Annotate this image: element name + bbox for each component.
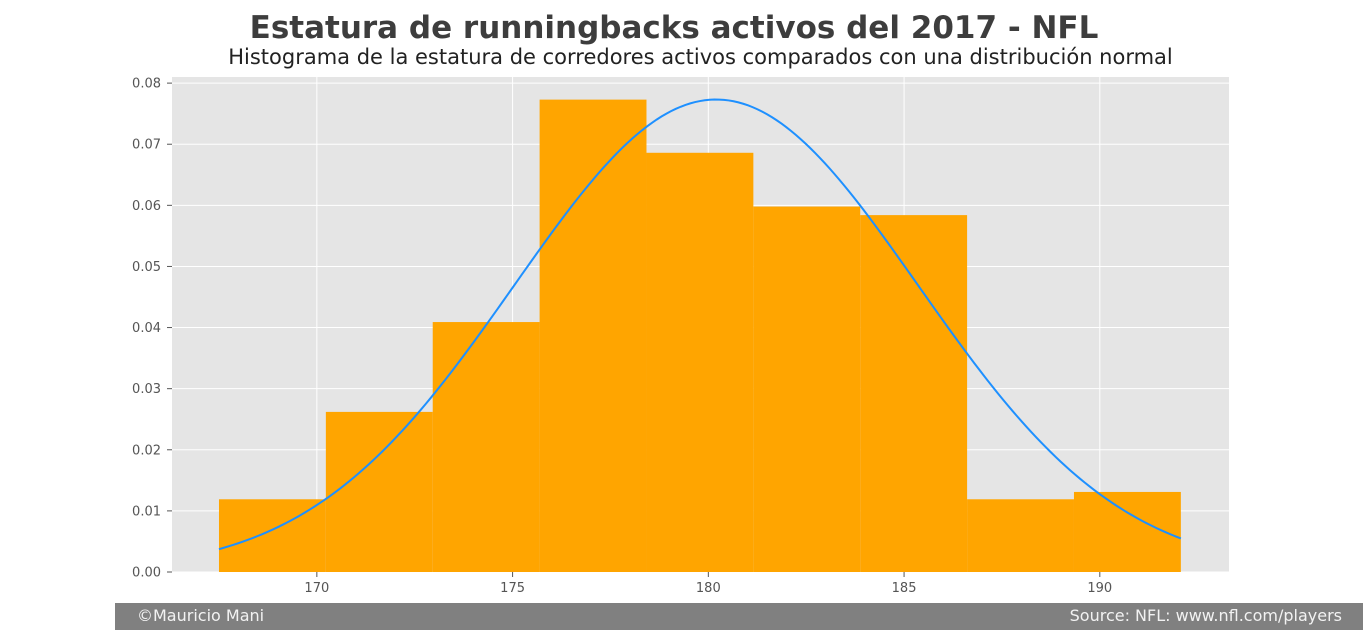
y-tick-label: 0.03 xyxy=(132,382,161,397)
x-tick-label: 175 xyxy=(500,581,525,596)
histogram-bar xyxy=(432,322,540,572)
y-tick-label: 0.05 xyxy=(132,260,161,275)
footer-source: Source: NFL: www.nfl.com/players xyxy=(1069,606,1342,625)
footer-bar: ©Mauricio Mani Source: NFL: www.nfl.com/… xyxy=(115,603,1363,630)
x-axis-ticks: 170 175 180 185 190 xyxy=(304,572,1112,596)
normal-curve-layer xyxy=(218,98,1182,551)
chart-title: Estatura de runningbacks activos del 201… xyxy=(249,10,1099,46)
histogram-bar xyxy=(539,99,647,572)
x-tick-label: 185 xyxy=(892,581,917,596)
histogram-chart: 170 175 180 185 190 0.00 0.01 0.02 0.03 0.04 0.05… xyxy=(132,77,1229,596)
histogram-bar xyxy=(967,499,1074,572)
histogram-bar xyxy=(325,411,433,572)
chart-subtitle: Histograma de la estatura de corredores … xyxy=(228,45,1173,69)
histogram-bars xyxy=(218,99,1181,573)
y-tick-label: 0.08 xyxy=(132,77,161,92)
y-axis-ticks: 0.00 0.01 0.02 0.03 0.04 0.05 0.06 0.07 0.08 xyxy=(132,77,172,581)
y-tick-label: 0.00 xyxy=(132,566,161,581)
y-tick-label: 0.07 xyxy=(132,138,161,153)
y-tick-label: 0.06 xyxy=(132,199,161,214)
footer-author: ©Mauricio Mani xyxy=(137,606,265,625)
y-tick-label: 0.01 xyxy=(132,504,161,519)
x-tick-label: 190 xyxy=(1087,581,1112,596)
y-tick-label: 0.02 xyxy=(132,443,161,458)
x-tick-label: 170 xyxy=(304,581,329,596)
x-tick-label: 180 xyxy=(696,581,721,596)
y-tick-label: 0.04 xyxy=(132,321,161,336)
histogram-bar xyxy=(860,215,968,572)
histogram-bar xyxy=(646,152,754,572)
normal-curve xyxy=(218,98,1182,551)
histogram-bar xyxy=(753,206,861,573)
